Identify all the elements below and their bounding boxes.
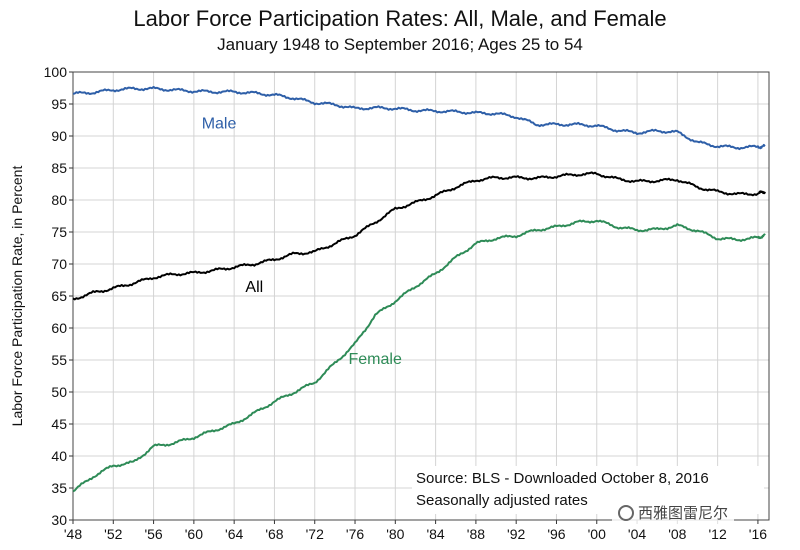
x-tick-label: '80	[386, 526, 404, 542]
axes: 30 35 40 45 50 55 60 65 70 75 80 85 90 95 100 '48 '52 '56…	[44, 64, 770, 542]
y-tick-label: 75	[51, 224, 67, 240]
x-tick-label: '96	[547, 526, 565, 542]
series-lines	[72, 86, 766, 493]
x-tick-label: '76	[346, 526, 364, 542]
watermark: 西雅图雷尼尔	[612, 500, 735, 525]
series-line-female	[72, 219, 766, 493]
x-tick-label: '12	[709, 526, 727, 542]
y-tick-label: 30	[51, 512, 67, 528]
x-tick-label: '00	[588, 526, 606, 542]
x-tick-label: '52	[104, 526, 122, 542]
y-tick-label: 35	[51, 480, 67, 496]
series-line-all	[72, 171, 766, 301]
plot-area-frame	[72, 71, 770, 521]
chart-subtitle: January 1948 to September 2016; Ages 25 …	[217, 35, 583, 54]
adjustment-annotation: Seasonally adjusted rates	[416, 492, 588, 509]
x-tick-label: '92	[507, 526, 525, 542]
x-tick-label: '72	[306, 526, 324, 542]
y-tick-label: 55	[51, 352, 67, 368]
x-tick-label: '56	[144, 526, 162, 542]
x-tick-label: '08	[668, 526, 686, 542]
x-tick-label: '64	[225, 526, 243, 542]
y-tick-label: 100	[44, 64, 68, 80]
y-tick-label: 45	[51, 416, 67, 432]
x-tick-label: '16	[749, 526, 767, 542]
x-tick-label: '60	[185, 526, 203, 542]
x-tick-label: '48	[64, 526, 82, 542]
chart-title: Labor Force Participation Rates: All, Ma…	[133, 6, 667, 31]
y-tick-label: 85	[51, 160, 67, 176]
y-tick-label: 40	[51, 448, 67, 464]
x-tick-label: '84	[426, 526, 444, 542]
x-tick-label: '04	[628, 526, 646, 542]
wechat-icon	[618, 505, 634, 521]
y-tick-label: 90	[51, 128, 67, 144]
source-annotation: Source: BLS - Downloaded October 8, 2016	[416, 470, 709, 487]
x-tick-label: '68	[265, 526, 283, 542]
series-label-male: Male	[202, 115, 237, 132]
watermark-text: 西雅图雷尼尔	[638, 505, 729, 522]
series-label-female: Female	[348, 351, 401, 368]
y-tick-label: 65	[51, 288, 67, 304]
series-line-male	[72, 86, 766, 151]
y-axis-label: Labor Force Participation Rate, in Perce…	[9, 166, 25, 427]
series-label-all: All	[245, 279, 263, 296]
y-tick-label: 50	[51, 384, 67, 400]
y-tick-label: 95	[51, 96, 67, 112]
y-tick-label: 70	[51, 256, 67, 272]
series-labels: Male All Female	[202, 115, 402, 368]
y-tick-label: 80	[51, 192, 67, 208]
y-tick-label: 60	[51, 320, 67, 336]
x-tick-label: '88	[467, 526, 485, 542]
grid-lines	[72, 71, 769, 521]
